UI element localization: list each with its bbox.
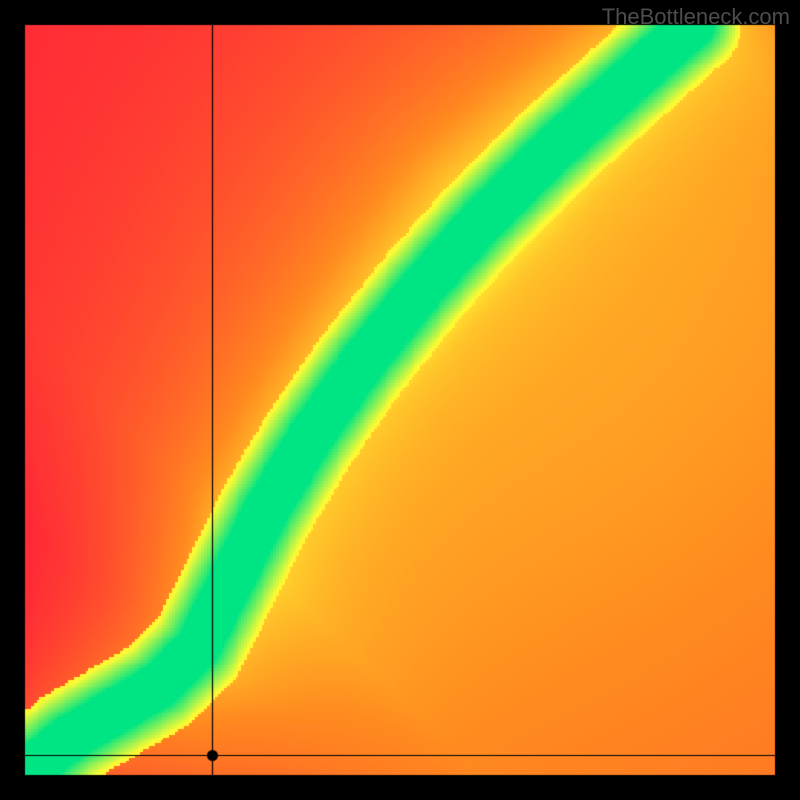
bottleneck-heatmap (0, 0, 800, 800)
attribution-text: TheBottleneck.com (602, 4, 790, 30)
chart-container: TheBottleneck.com (0, 0, 800, 800)
